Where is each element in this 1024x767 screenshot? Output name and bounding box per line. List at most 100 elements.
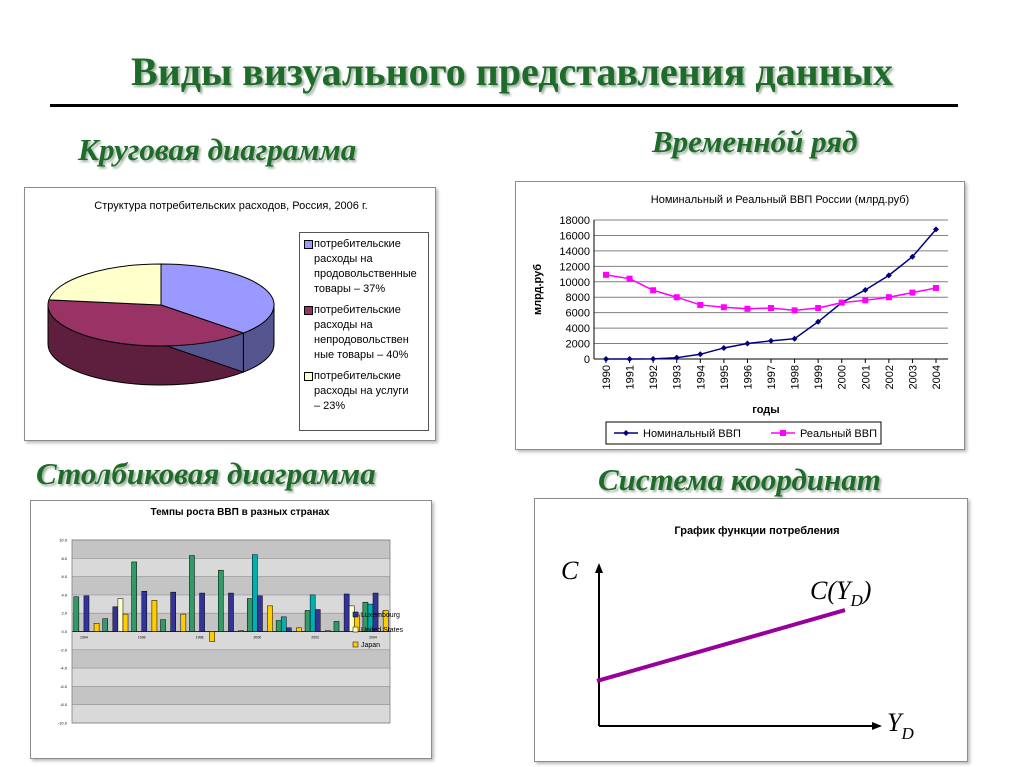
pie-legend-item: потребительские расходы на непродовольстве… [304, 303, 424, 363]
pie-legend: потребительские расходы на продовольственн… [299, 232, 429, 431]
growth-bar [333, 621, 340, 632]
title-divider [50, 104, 958, 107]
gdp-point [673, 354, 680, 361]
growth-plot-frame [71, 539, 391, 724]
gdp-point [626, 275, 633, 282]
gdp-xtick-label: 1998 [790, 365, 802, 389]
growth-bar [117, 598, 124, 632]
gdp-point [744, 305, 751, 312]
gdp-point [933, 284, 939, 291]
growth-legend-swatch [352, 626, 359, 633]
growth-bar [218, 569, 224, 632]
growth-xtick-label: 1998 [196, 636, 204, 640]
pie-legend-label-line: расходы на [314, 319, 373, 331]
growth-bar [246, 598, 253, 632]
growth-bar [170, 591, 176, 632]
gdp-point [626, 356, 633, 362]
growth-band [72, 576, 390, 595]
pie-legend-label-line: непродовольствен [314, 334, 409, 346]
growth-bar [314, 609, 321, 632]
gdp-xtick-label: 1994 [695, 365, 707, 389]
gdp-point [650, 287, 657, 294]
growth-bar [296, 627, 302, 632]
gdp-ytick-label: 4000 [566, 323, 590, 335]
growth-legend-swatch [352, 641, 359, 648]
growth-bar [286, 627, 292, 632]
growth-ytick-label: 0.0 [61, 629, 67, 634]
growth-band [72, 649, 390, 669]
growth-xtick-label: 2002 [311, 636, 319, 640]
gdp-xtick-label: 1995 [719, 365, 731, 389]
gdp-xtick-label: 1990 [601, 365, 613, 389]
growth-ytick-label: -4.0 [60, 666, 68, 671]
gdp-xtick-label: 1992 [648, 365, 660, 389]
growth-ytick-label: -2.0 [60, 647, 68, 652]
pie-legend-item: потребительские расходы на продовольственн… [304, 237, 424, 297]
pie-slice-1 [160, 263, 275, 334]
gdp-xtick-label: 1993 [672, 365, 684, 389]
gdp-point [768, 305, 774, 312]
gdp-point [909, 253, 916, 260]
gdp-xtick-label: 1997 [766, 365, 778, 389]
gdp-point [744, 340, 751, 347]
gdp-point [697, 301, 704, 308]
growth-bar [343, 593, 350, 632]
gdp-ytick-label: 2000 [566, 339, 590, 351]
growth-band [72, 668, 390, 687]
pie-slice-2 [47, 299, 245, 347]
gdp-ytick-label: 10000 [559, 277, 590, 289]
section-title-coords: Система координат [598, 462, 881, 497]
gdp-point [603, 356, 609, 362]
curve-label-sub: D [849, 591, 863, 610]
pie-legend-label-line: потребительские [314, 238, 401, 250]
growth-bar [372, 592, 379, 632]
gdp-point [791, 307, 798, 314]
growth-bar [131, 561, 137, 632]
gdp-point [650, 355, 657, 362]
growth-bar [73, 596, 80, 632]
pie-legend-label-line: – 23% [314, 400, 346, 412]
growth-ytick-label: -8.0 [60, 702, 68, 707]
curve-label-end: ) [861, 576, 872, 605]
consumption-y-arrow [595, 563, 603, 573]
consumption-ylabel: C [561, 556, 579, 585]
growth-bar [280, 616, 287, 632]
pie-legend-label-line: потребительские [314, 304, 401, 316]
pie-legend-label-line: товары – 37% [314, 283, 386, 295]
growth-xtick-label: 2004 [369, 636, 377, 640]
growth-legend-label: United States [361, 627, 404, 634]
pie-legend-swatch [304, 372, 313, 381]
growth-band [72, 686, 390, 705]
growth-band [72, 540, 390, 559]
gdp-ytick-label: 18000 [559, 215, 590, 227]
pie-legend-label-line: ные товары – 40% [314, 349, 409, 361]
gdp-legend-label: Реальный ВВП [800, 428, 877, 440]
gdp-ytick-label: 6000 [566, 308, 590, 320]
gdp-point [815, 305, 822, 312]
gdp-xtick-label: 2003 [907, 365, 919, 389]
growth-legend-label: Japan [361, 642, 380, 649]
growth-ytick-label: 4.0 [61, 592, 67, 597]
gdp-point [862, 286, 869, 293]
pie-slice-3 [48, 263, 162, 306]
growth-bar [189, 555, 195, 632]
gdp-xtick-label: 1991 [625, 365, 637, 389]
gdp-line-chart: Номинальный и Реальный ВВП России (млрд.… [532, 194, 948, 445]
gdp-point [673, 294, 680, 301]
growth-ytick-label: -10.0 [58, 721, 68, 726]
growth-bar [102, 618, 109, 632]
section-title-bars: Столбиковая диаграмма [36, 456, 376, 491]
gdp-ytick-label: 16000 [559, 230, 590, 242]
growth-band [72, 704, 390, 723]
pie-legend-swatch [304, 240, 313, 249]
gdp-xlabel: годы [752, 404, 779, 416]
growth-xtick-label: 1996 [138, 636, 146, 640]
gdp-ytick-label: 8000 [566, 292, 590, 304]
growth-bar [252, 554, 258, 632]
consumption-xlabel-main: Y [887, 708, 904, 737]
growth-bar [267, 605, 273, 632]
gdp-xtick-label: 2000 [837, 365, 849, 389]
pie-legend-label-line: продовольственные [314, 268, 417, 280]
gdp-legend-box [605, 421, 882, 445]
